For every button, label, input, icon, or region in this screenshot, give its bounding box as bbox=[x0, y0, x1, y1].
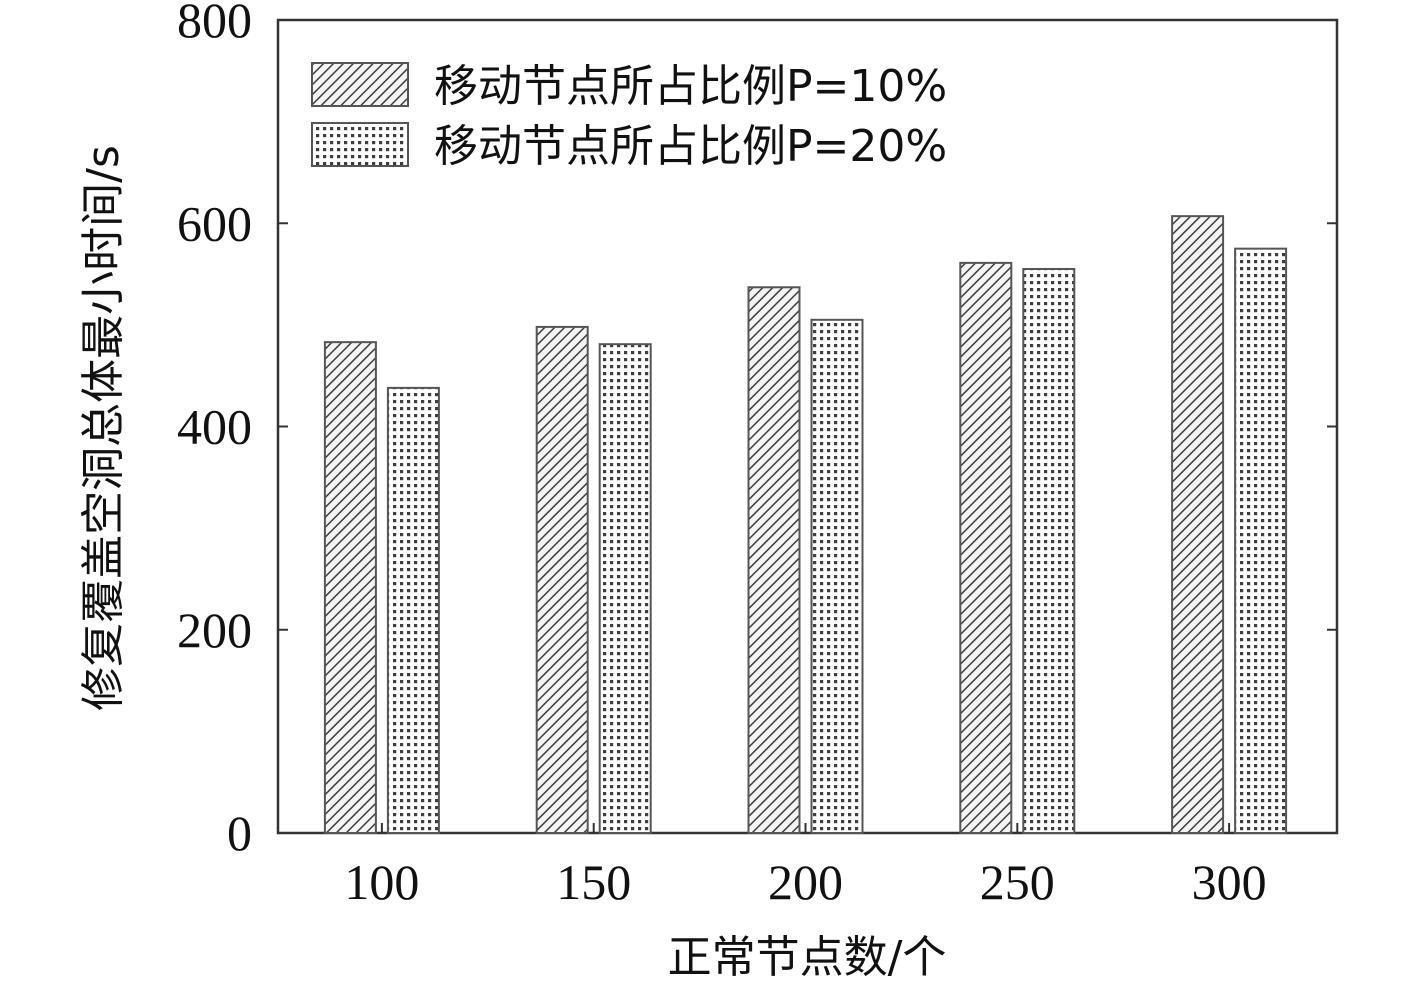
bars-group bbox=[323, 215, 1288, 835]
bar-2-150 bbox=[598, 343, 652, 834]
legend: 移动节点所占比例P=10% 移动节点所占比例P=20% bbox=[311, 61, 947, 172]
x-tick-label: 150 bbox=[556, 854, 631, 910]
legend-label-1: 移动节点所占比例P=10% bbox=[434, 61, 947, 112]
legend-swatch-2 bbox=[311, 122, 409, 167]
y-tick-label: 0 bbox=[227, 805, 252, 861]
y-tick-label: 600 bbox=[177, 195, 252, 251]
bar-1-200 bbox=[747, 286, 801, 834]
x-tick-label: 100 bbox=[344, 854, 419, 910]
bar-1-250 bbox=[959, 261, 1013, 835]
y-tick-label: 400 bbox=[177, 399, 252, 455]
bar-2-200 bbox=[810, 318, 864, 834]
bar-1-150 bbox=[535, 325, 589, 834]
bar-2-100 bbox=[386, 386, 440, 834]
x-tick-label: 250 bbox=[980, 854, 1055, 910]
legend-swatch-1 bbox=[311, 62, 409, 107]
y-tick-label: 800 bbox=[177, 0, 252, 48]
bar-2-300 bbox=[1234, 247, 1288, 834]
x-tick-label: 200 bbox=[768, 854, 843, 910]
y-tick-label: 200 bbox=[177, 602, 252, 658]
bar-1-100 bbox=[323, 341, 377, 834]
x-axis-label: 正常节点数/个 bbox=[668, 932, 947, 982]
x-tick-label: 300 bbox=[1192, 854, 1267, 910]
y-axis-ticks: 0 200 400 600 800 bbox=[177, 0, 1337, 861]
x-axis-ticks: 100 150 200 250 300 bbox=[344, 823, 1267, 910]
y-axis-label: 修复覆盖空洞总体最小时间/s bbox=[78, 145, 129, 711]
bar-2-250 bbox=[1022, 267, 1076, 834]
legend-label-2: 移动节点所占比例P=20% bbox=[434, 121, 947, 172]
bar-1-300 bbox=[1171, 215, 1225, 835]
